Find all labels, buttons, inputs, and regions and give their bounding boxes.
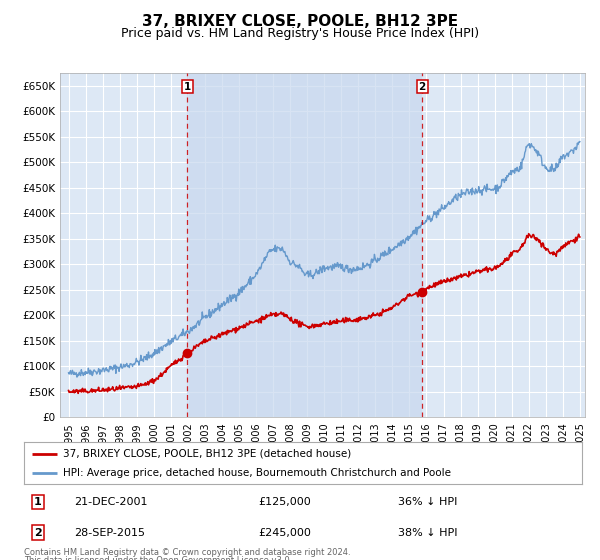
Text: Price paid vs. HM Land Registry's House Price Index (HPI): Price paid vs. HM Land Registry's House … bbox=[121, 27, 479, 40]
Text: 21-DEC-2001: 21-DEC-2001 bbox=[74, 497, 148, 507]
Text: HPI: Average price, detached house, Bournemouth Christchurch and Poole: HPI: Average price, detached house, Bour… bbox=[63, 468, 451, 478]
Text: 1: 1 bbox=[184, 82, 191, 92]
Text: 28-SEP-2015: 28-SEP-2015 bbox=[74, 528, 145, 538]
Text: This data is licensed under the Open Government Licence v3.0.: This data is licensed under the Open Gov… bbox=[24, 556, 292, 560]
Text: 38% ↓ HPI: 38% ↓ HPI bbox=[398, 528, 457, 538]
Text: £125,000: £125,000 bbox=[259, 497, 311, 507]
Text: 1: 1 bbox=[34, 497, 42, 507]
Text: £245,000: £245,000 bbox=[259, 528, 311, 538]
Text: Contains HM Land Registry data © Crown copyright and database right 2024.: Contains HM Land Registry data © Crown c… bbox=[24, 548, 350, 557]
Text: 36% ↓ HPI: 36% ↓ HPI bbox=[398, 497, 457, 507]
Bar bbox=[187, 73, 422, 417]
Text: 37, BRIXEY CLOSE, POOLE, BH12 3PE: 37, BRIXEY CLOSE, POOLE, BH12 3PE bbox=[142, 14, 458, 29]
Text: 2: 2 bbox=[418, 82, 425, 92]
Text: 2: 2 bbox=[34, 528, 42, 538]
Text: 37, BRIXEY CLOSE, POOLE, BH12 3PE (detached house): 37, BRIXEY CLOSE, POOLE, BH12 3PE (detac… bbox=[63, 449, 352, 459]
